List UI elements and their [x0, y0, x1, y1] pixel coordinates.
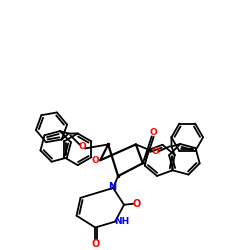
Text: O: O	[152, 147, 160, 156]
Text: NH: NH	[114, 217, 130, 226]
Text: O: O	[91, 239, 100, 249]
Text: O: O	[78, 142, 86, 151]
Text: O: O	[150, 128, 158, 137]
Text: O: O	[133, 199, 141, 209]
Text: N: N	[108, 182, 116, 192]
Text: O: O	[92, 156, 99, 165]
